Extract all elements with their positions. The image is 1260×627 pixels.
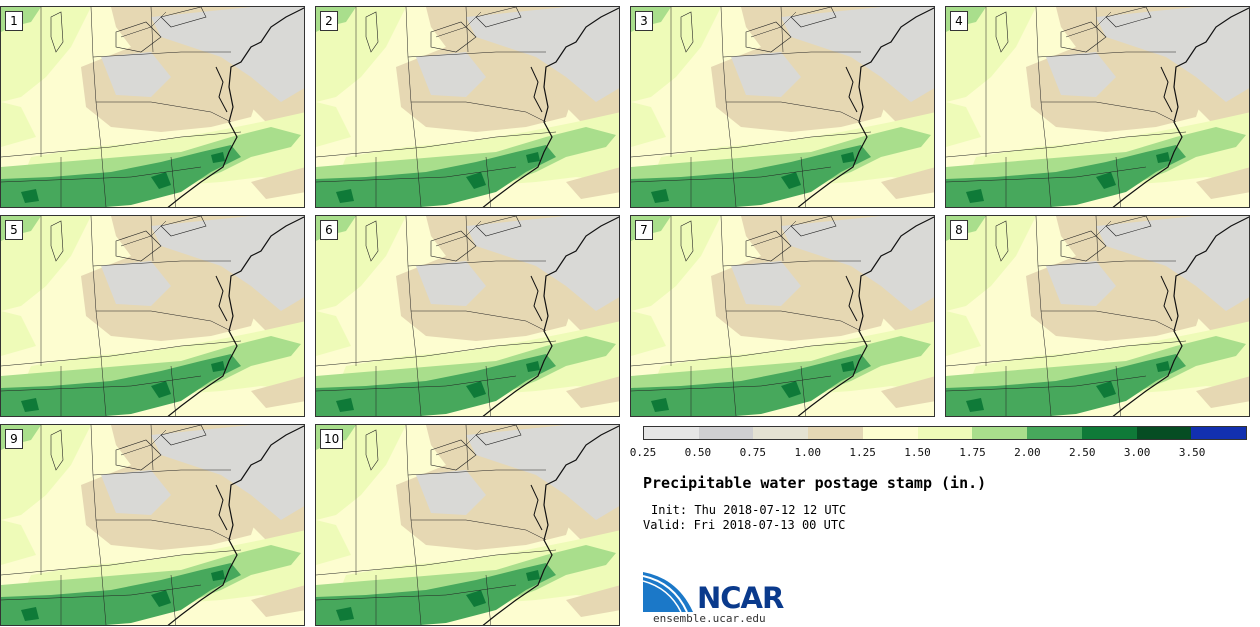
precip-water-map (1, 216, 304, 416)
colorbar-segment (698, 427, 754, 439)
map-panel-2: 2 (315, 6, 620, 208)
map-panel-9: 9 (0, 424, 305, 626)
colorbar-tick-label: 3.00 (1123, 446, 1151, 459)
init-time: Init: Thu 2018-07-12 12 UTC (651, 503, 847, 517)
colorbar-segment (1027, 427, 1082, 439)
precip-water-map (631, 216, 934, 416)
colorbar-tick-label: 2.00 (1014, 446, 1041, 459)
valid-time: Valid: Fri 2018-07-13 00 UTC (643, 518, 846, 532)
precip-water-map (631, 7, 934, 207)
colorbar-tick-label: 1.25 (849, 446, 876, 459)
colorbar-tick-label: 1.00 (794, 446, 821, 459)
colorbar-tick-label: 3.50 (1178, 446, 1206, 459)
colorbar-segment (862, 427, 918, 439)
colorbar-segment (808, 427, 863, 439)
ncar-wordmark: NCAR (697, 581, 784, 615)
panel-number: 5 (5, 220, 23, 240)
precip-water-map (1, 7, 304, 207)
map-panel-8: 8 (945, 215, 1250, 417)
precip-water-map (946, 216, 1249, 416)
colorbar-segment (917, 427, 973, 439)
map-panel-7: 7 (630, 215, 935, 417)
map-panel-5: 5 (0, 215, 305, 417)
ncar-logo-icon (643, 572, 693, 613)
panel-number: 10 (320, 429, 344, 449)
map-panel-4: 4 (945, 6, 1250, 208)
colorbar-segment (753, 427, 809, 439)
page-title: Precipitable water postage stamp (in.) (643, 474, 987, 492)
colorbar-segment (1136, 427, 1192, 439)
map-panel-3: 3 (630, 6, 935, 208)
precip-water-map (316, 7, 619, 207)
precip-water-map (316, 216, 619, 416)
panel-number: 2 (320, 11, 338, 31)
colorbar-tick-label: 1.50 (904, 446, 931, 459)
colorbar-tick-label: 0.25 (629, 446, 657, 459)
colorbar-segment (1081, 427, 1137, 439)
precip-water-map (316, 425, 619, 625)
panel-number: 1 (5, 11, 23, 31)
panel-number: 9 (5, 429, 23, 449)
colorbar-segment (644, 427, 699, 439)
panel-number: 6 (320, 220, 338, 240)
colorbar (643, 426, 1247, 440)
colorbar-segment (972, 427, 1028, 439)
colorbar-segment (1191, 427, 1247, 439)
precip-water-map (1, 425, 304, 625)
colorbar-tick-label: 2.50 (1069, 446, 1096, 459)
panel-number: 3 (635, 11, 653, 31)
precip-water-map (946, 7, 1249, 207)
map-panel-10: 10 (315, 424, 620, 626)
map-panel-1: 1 (0, 6, 305, 208)
panel-number: 4 (950, 11, 968, 31)
colorbar-tick-label: 0.75 (739, 446, 767, 459)
panel-number: 8 (950, 220, 968, 240)
map-panel-6: 6 (315, 215, 620, 417)
site-url: ensemble.ucar.edu (653, 612, 766, 625)
colorbar-tick-label: 1.75 (959, 446, 986, 459)
panel-number: 7 (635, 220, 653, 240)
colorbar-tick-label: 0.50 (684, 446, 712, 459)
